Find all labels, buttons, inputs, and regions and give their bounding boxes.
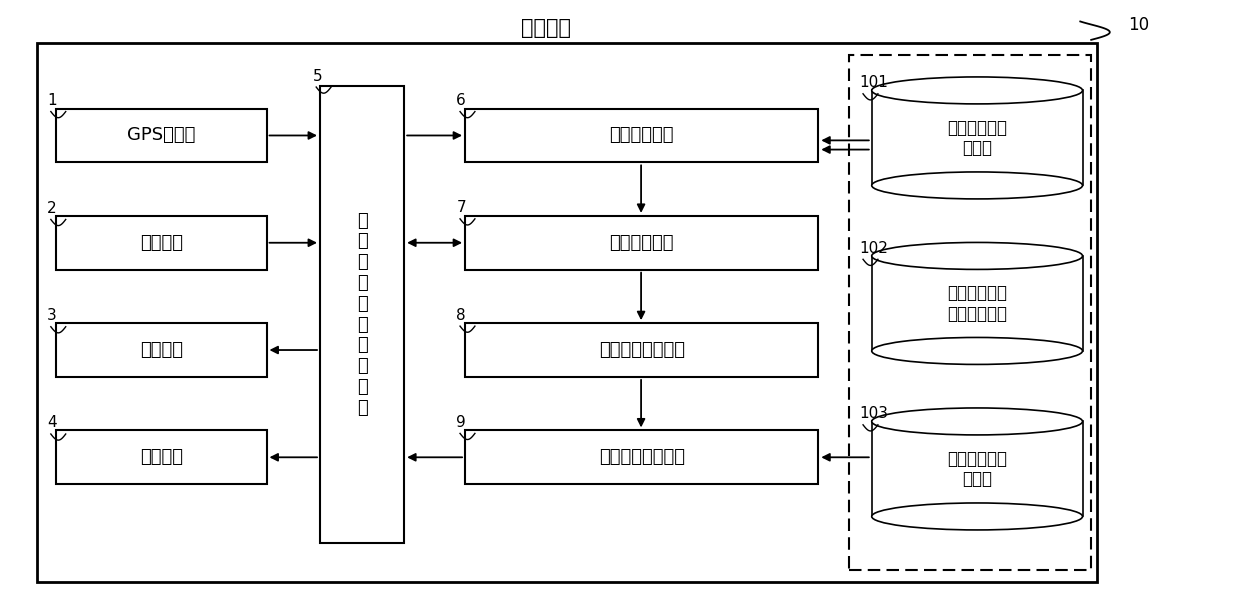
Bar bbox=[465, 430, 818, 484]
Text: 102: 102 bbox=[859, 241, 888, 256]
Ellipse shape bbox=[872, 172, 1083, 199]
Text: 7: 7 bbox=[456, 200, 466, 215]
Text: 输入装置: 输入装置 bbox=[140, 234, 182, 252]
Text: 语音装置: 语音装置 bbox=[140, 448, 182, 466]
Text: 8: 8 bbox=[456, 308, 466, 322]
Text: 三维场景渲染单元: 三维场景渲染单元 bbox=[599, 448, 684, 466]
Bar bbox=[465, 109, 818, 162]
Ellipse shape bbox=[872, 503, 1083, 530]
Bar bbox=[465, 216, 818, 270]
Text: 1: 1 bbox=[47, 93, 57, 108]
Text: 10: 10 bbox=[1128, 15, 1149, 34]
Bar bbox=[37, 43, 1097, 582]
Bar bbox=[320, 86, 404, 543]
Bar bbox=[872, 256, 1083, 351]
Text: 3: 3 bbox=[47, 308, 57, 323]
Text: GPS接收器: GPS接收器 bbox=[126, 126, 196, 145]
Text: 显示装置: 显示装置 bbox=[140, 341, 182, 359]
Text: 6: 6 bbox=[456, 93, 466, 108]
Bar bbox=[56, 430, 267, 484]
Text: 三维诱导及匹
配关系数据库: 三维诱导及匹 配关系数据库 bbox=[947, 284, 1007, 323]
Text: 101: 101 bbox=[859, 75, 888, 90]
Ellipse shape bbox=[872, 408, 1083, 435]
Bar bbox=[849, 55, 1091, 570]
Bar bbox=[872, 422, 1083, 516]
Bar bbox=[465, 323, 818, 377]
Bar bbox=[872, 90, 1083, 185]
Ellipse shape bbox=[872, 337, 1083, 364]
Text: 二维电子地图
数据库: 二维电子地图 数据库 bbox=[947, 118, 1007, 158]
Ellipse shape bbox=[872, 77, 1083, 104]
Text: 数
据
输
入
输
出
控
制
单
元: 数 据 输 入 输 出 控 制 单 元 bbox=[357, 211, 367, 417]
Text: 9: 9 bbox=[456, 415, 466, 430]
Text: 4: 4 bbox=[47, 416, 57, 430]
Text: 103: 103 bbox=[859, 406, 888, 421]
Ellipse shape bbox=[872, 242, 1083, 270]
Bar bbox=[56, 216, 267, 270]
Text: 2: 2 bbox=[47, 201, 57, 216]
Text: 三维电子地图
数据库: 三维电子地图 数据库 bbox=[947, 449, 1007, 489]
Bar bbox=[56, 109, 267, 162]
Text: 5: 5 bbox=[312, 69, 322, 83]
Text: 路径导航单元: 路径导航单元 bbox=[609, 234, 675, 252]
Text: 三维场景定位单元: 三维场景定位单元 bbox=[599, 341, 684, 359]
Text: 导航装置: 导航装置 bbox=[521, 18, 572, 37]
Text: 路径规划单元: 路径规划单元 bbox=[609, 126, 675, 145]
Bar bbox=[56, 323, 267, 377]
